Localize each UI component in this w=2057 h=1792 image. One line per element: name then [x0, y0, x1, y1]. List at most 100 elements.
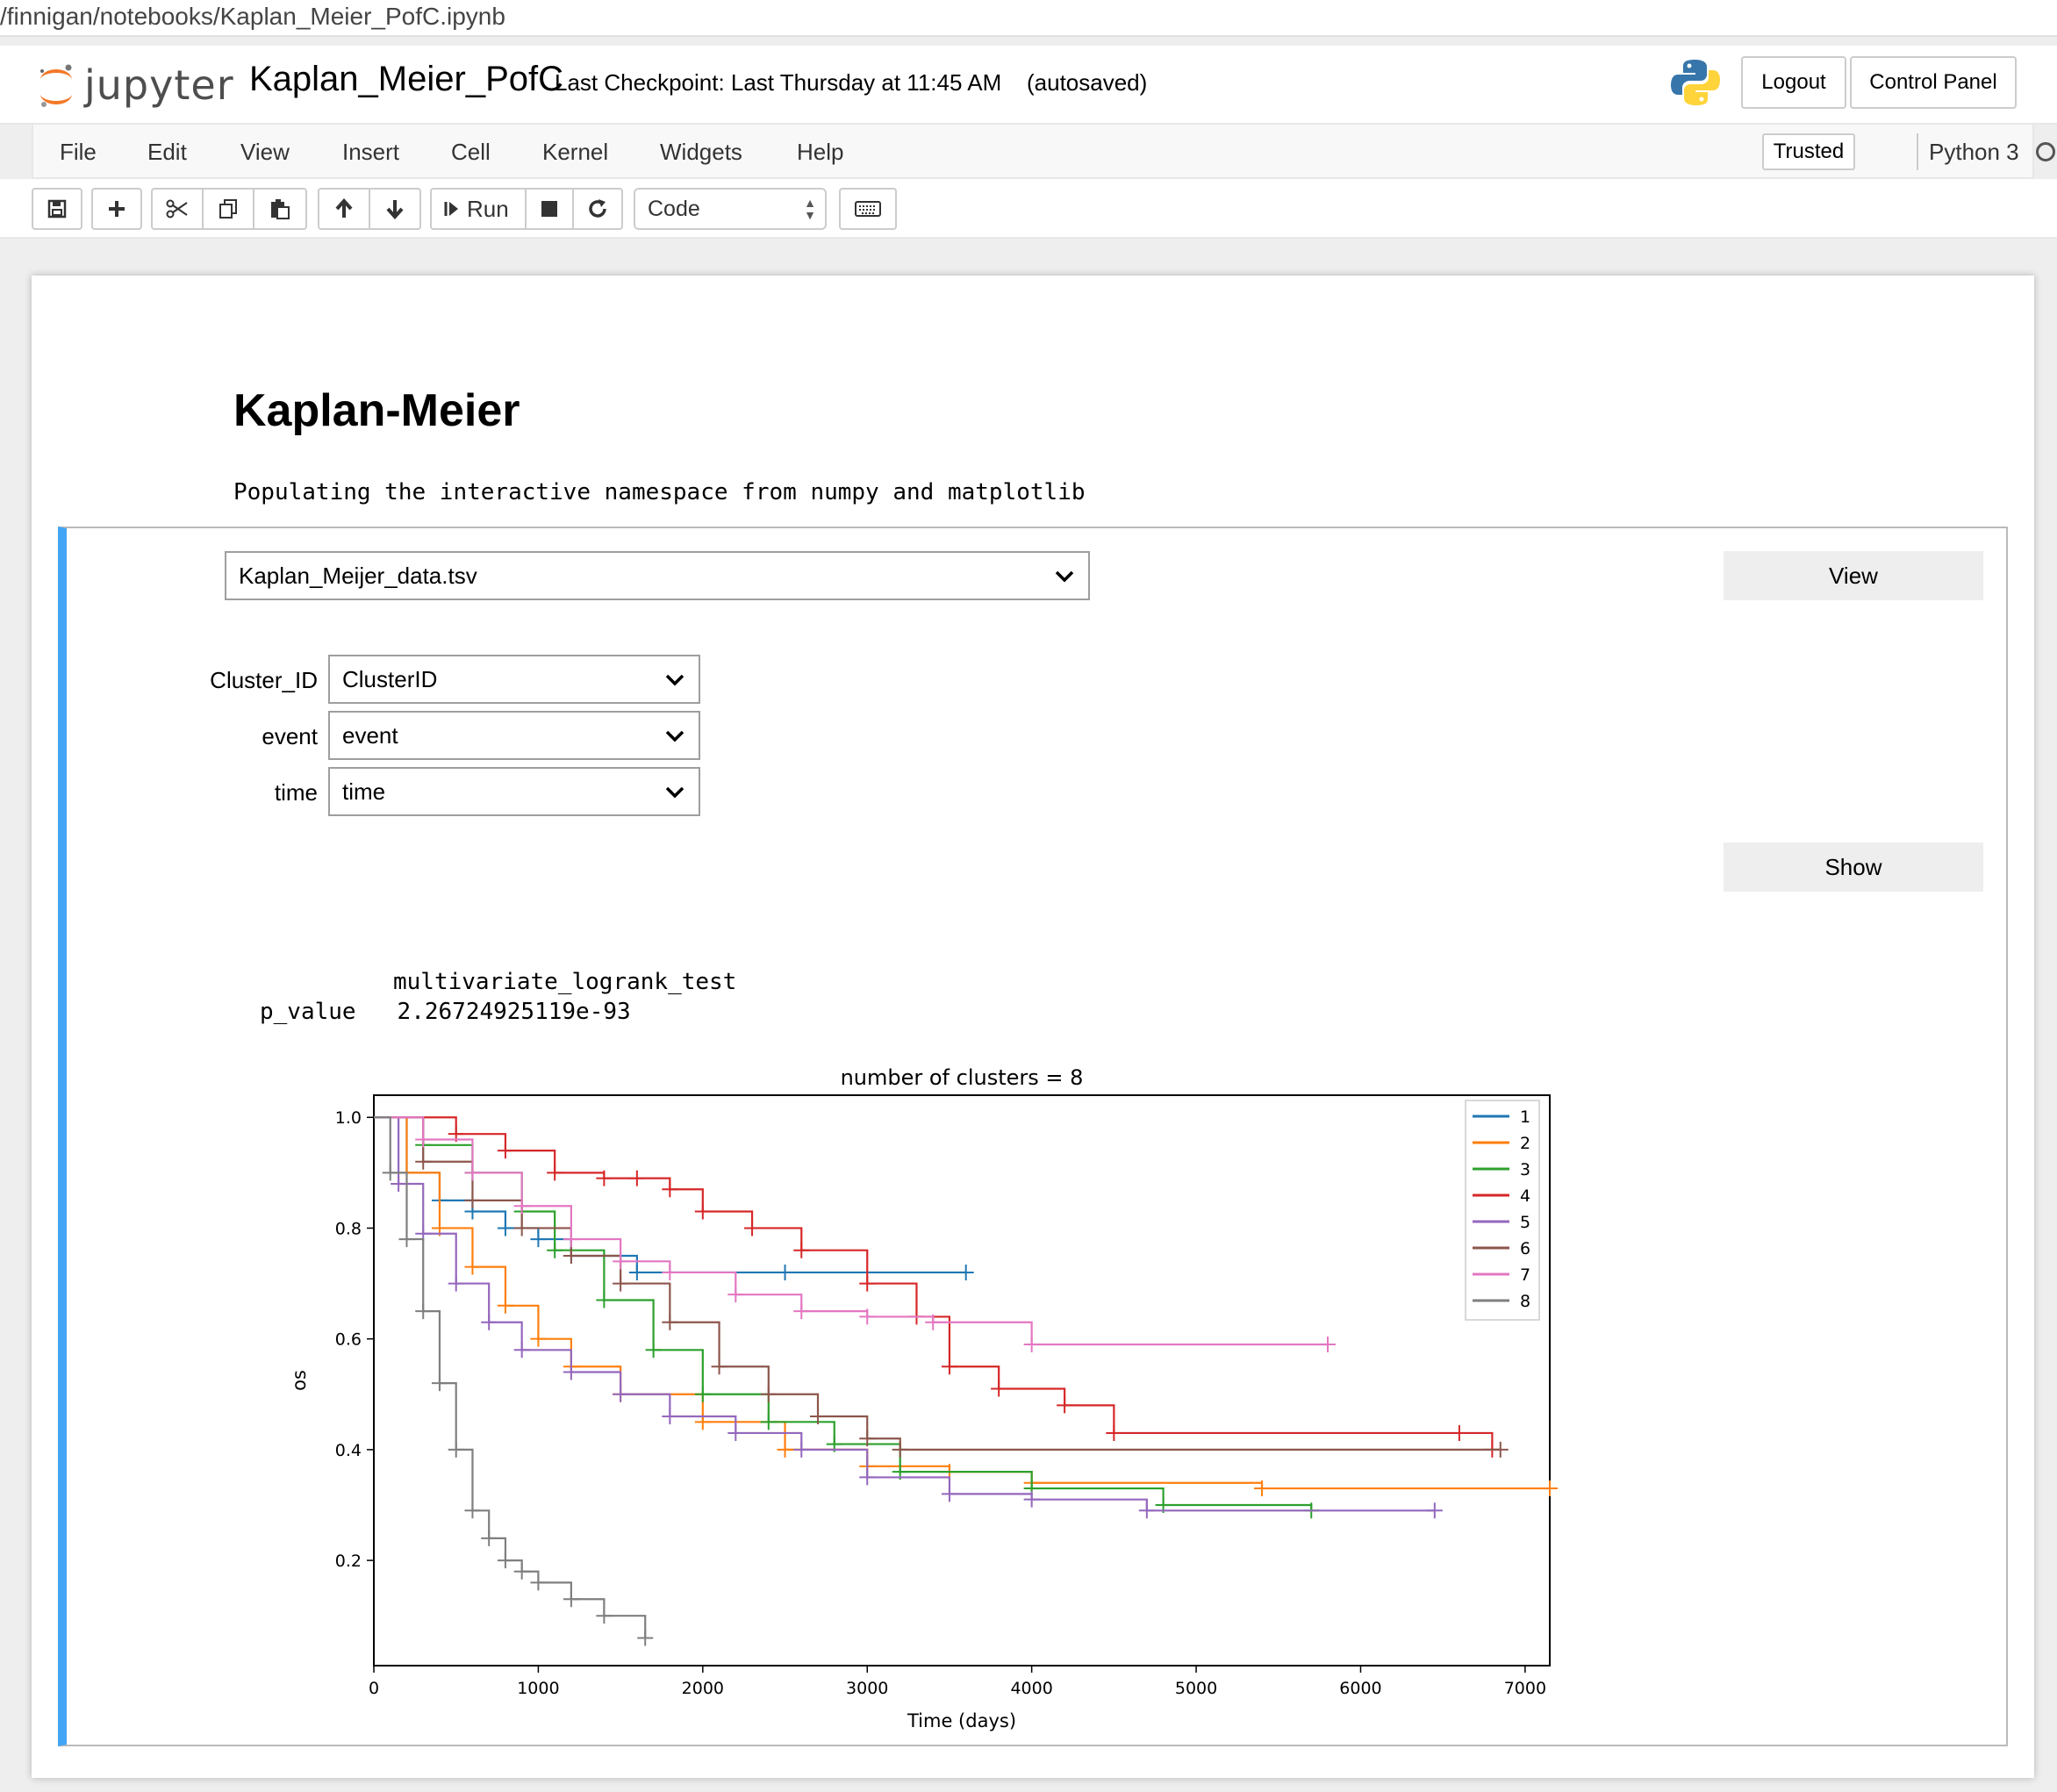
cut-button[interactable] [151, 188, 204, 230]
keyboard-icon [855, 201, 881, 217]
file-select[interactable]: Kaplan_Meijer_data.tsv [225, 551, 1090, 600]
notebook-name[interactable]: Kaplan_Meier_PofC [249, 60, 563, 98]
censor-mark [1319, 1336, 1336, 1352]
menu-bar: File Edit View Insert Cell Kernel Widget… [32, 125, 2055, 179]
y-tick-label: 0.6 [335, 1330, 362, 1350]
logout-button[interactable]: Logout [1741, 56, 1846, 109]
censor-mark [793, 1303, 810, 1320]
x-tick-label: 3000 [846, 1679, 888, 1698]
cell-type-select[interactable]: Code ▲ ▼ [634, 188, 827, 230]
censor-mark [448, 1275, 464, 1292]
censor-mark [662, 1264, 678, 1280]
censor-mark [645, 1342, 662, 1358]
legend-label: 6 [1520, 1239, 1530, 1258]
censor-mark [563, 1591, 579, 1608]
censor-mark [464, 1165, 481, 1181]
censor-mark [662, 1314, 678, 1330]
save-button[interactable] [32, 188, 82, 230]
paste-button[interactable] [253, 188, 307, 230]
censor-mark [1023, 1491, 1040, 1508]
censor-mark [513, 1563, 530, 1580]
p-value: 2.26724925119e-93 [397, 999, 631, 1025]
censor-mark [497, 1552, 513, 1569]
menu-cell[interactable]: Cell [451, 139, 491, 165]
event-value: event [342, 722, 398, 749]
restart-button[interactable] [572, 188, 623, 230]
censor-mark [547, 1242, 563, 1258]
menu-insert[interactable]: Insert [342, 139, 400, 165]
menu-edit[interactable]: Edit [147, 139, 187, 165]
x-tick-label: 1000 [517, 1679, 559, 1698]
censor-mark [1106, 1424, 1122, 1441]
censor-mark [382, 1165, 398, 1181]
selected-code-cell[interactable]: Kaplan_Meijer_data.tsv View Cluster_ID C… [58, 527, 2008, 1746]
censor-mark [481, 1314, 498, 1330]
interrupt-button[interactable] [525, 188, 574, 230]
command-palette-button[interactable] [839, 188, 897, 230]
paste-icon [271, 199, 290, 219]
run-label: Run [467, 195, 509, 222]
x-tick-label: 7000 [1504, 1679, 1546, 1698]
copy-button[interactable] [202, 188, 254, 230]
file-select-value: Kaplan_Meijer_data.tsv [239, 563, 477, 589]
show-button[interactable]: Show [1724, 842, 1983, 892]
time-label: time [274, 779, 318, 806]
logrank-result: multivariate_logrank_test p_value 2.26724… [260, 967, 736, 1027]
test-name: multivariate_logrank_test [393, 969, 737, 995]
move-down-button[interactable] [369, 188, 421, 230]
python-logo-icon [1671, 60, 1720, 105]
censor-mark [991, 1380, 1007, 1397]
censor-mark [1023, 1336, 1040, 1352]
cluster-id-select[interactable]: ClusterID [328, 655, 700, 704]
event-select[interactable]: event [328, 711, 700, 760]
chevron-down-icon [665, 674, 684, 686]
censor-mark [777, 1441, 793, 1458]
menu-file[interactable]: File [60, 139, 97, 165]
censor-mark [497, 1143, 513, 1159]
censor-mark [628, 1264, 645, 1280]
run-button[interactable]: Run [430, 188, 527, 230]
menu-view[interactable]: View [240, 139, 290, 165]
time-select[interactable]: time [328, 767, 700, 816]
legend-label: 3 [1520, 1160, 1530, 1179]
censor-mark [448, 1441, 464, 1458]
series-line-5 [374, 1116, 1435, 1512]
censor-mark [391, 1175, 407, 1192]
browser-url-bar[interactable]: /finnigan/notebooks/Kaplan_Meier_PofC.ip… [0, 0, 2057, 37]
control-panel-button[interactable]: Control Panel [1850, 56, 2017, 109]
censor-mark [431, 1375, 448, 1392]
censor-mark [530, 1574, 547, 1591]
move-up-button[interactable] [318, 188, 370, 230]
x-tick-label: 5000 [1175, 1679, 1217, 1698]
menu-widgets[interactable]: Widgets [660, 139, 742, 165]
menu-kernel[interactable]: Kernel [542, 139, 609, 165]
kernel-name[interactable]: Python 3 [1929, 139, 2019, 165]
checkpoint-status: Last Checkpoint: Last Thursday at 11:45 … [555, 69, 1002, 96]
y-tick-label: 0.8 [335, 1219, 362, 1238]
censor-mark [513, 1342, 530, 1358]
censor-mark [760, 1386, 777, 1402]
censor-mark [859, 1308, 876, 1325]
censor-mark [513, 1198, 530, 1215]
menu-help[interactable]: Help [797, 139, 844, 165]
censor-mark [1426, 1502, 1443, 1519]
x-tick-label: 2000 [682, 1679, 724, 1698]
censor-mark [1451, 1424, 1467, 1441]
jupyter-logo[interactable]: jupyter [37, 54, 234, 116]
trusted-indicator[interactable]: Trusted [1762, 133, 1855, 170]
censor-mark [1542, 1480, 1558, 1497]
censor-mark [694, 1386, 711, 1402]
censor-mark [1254, 1480, 1271, 1497]
insert-cell-button[interactable] [91, 188, 142, 230]
legend-label: 8 [1520, 1292, 1530, 1311]
censor-mark [1057, 1397, 1073, 1414]
copy-icon [219, 199, 237, 219]
cell-type-value: Code [648, 197, 700, 221]
censor-mark [727, 1287, 744, 1303]
plus-icon [109, 201, 125, 217]
view-button[interactable]: View [1724, 551, 1983, 600]
cluster-id-label: Cluster_ID [210, 667, 318, 693]
censor-mark [563, 1364, 579, 1380]
y-tick-label: 0.4 [335, 1441, 362, 1460]
censor-mark [760, 1414, 777, 1430]
